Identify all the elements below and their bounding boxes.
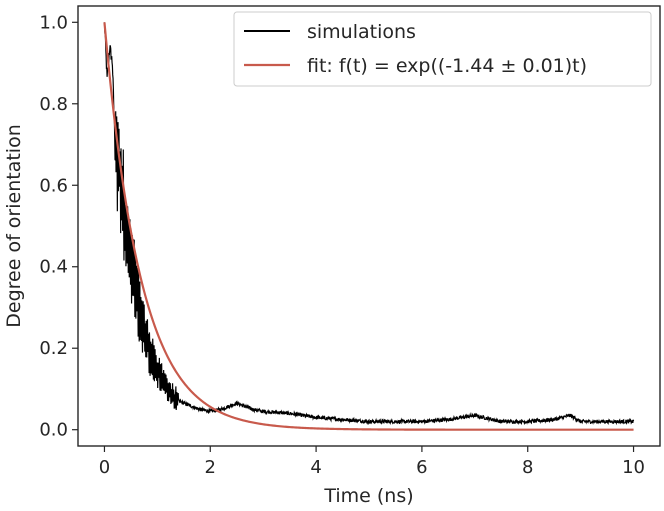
y-tick-label: 0.4: [39, 257, 68, 278]
x-tick-label: 4: [310, 457, 321, 478]
y-tick-label: 0.8: [39, 94, 68, 115]
y-tick-label: 0.2: [39, 338, 68, 359]
legend-label-simulations: simulations: [307, 21, 416, 43]
y-axis-label: Degree of orientation: [3, 124, 25, 327]
series-line-fit: [103, 22, 634, 431]
x-tick-label: 8: [522, 457, 533, 478]
legend-box: [233, 11, 652, 87]
x-tick-label: 10: [622, 457, 645, 478]
y-tick-label: 0.0: [39, 420, 68, 441]
x-tick-label: 0: [99, 457, 110, 478]
x-axis-ticks: 0 2 4 6 8 10: [99, 446, 645, 478]
legend: simulations fit: f(t) = exp((-1.44 ± 0.0…: [233, 11, 652, 87]
x-tick-label: 6: [416, 457, 427, 478]
legend-label-fit: fit: f(t) = exp((-1.44 ± 0.01)t): [307, 55, 587, 77]
plot-area: [103, 22, 635, 431]
y-axis-ticks: 0.0 0.2 0.4 0.6 0.8 1.0: [39, 12, 78, 441]
y-tick-label: 1.0: [39, 12, 68, 33]
series-line-simulations: [103, 22, 635, 426]
axes-frame: [77, 5, 661, 447]
y-tick-label: 0.6: [39, 175, 68, 196]
x-tick-label: 2: [205, 457, 216, 478]
x-axis-label: Time (ns): [323, 485, 413, 507]
